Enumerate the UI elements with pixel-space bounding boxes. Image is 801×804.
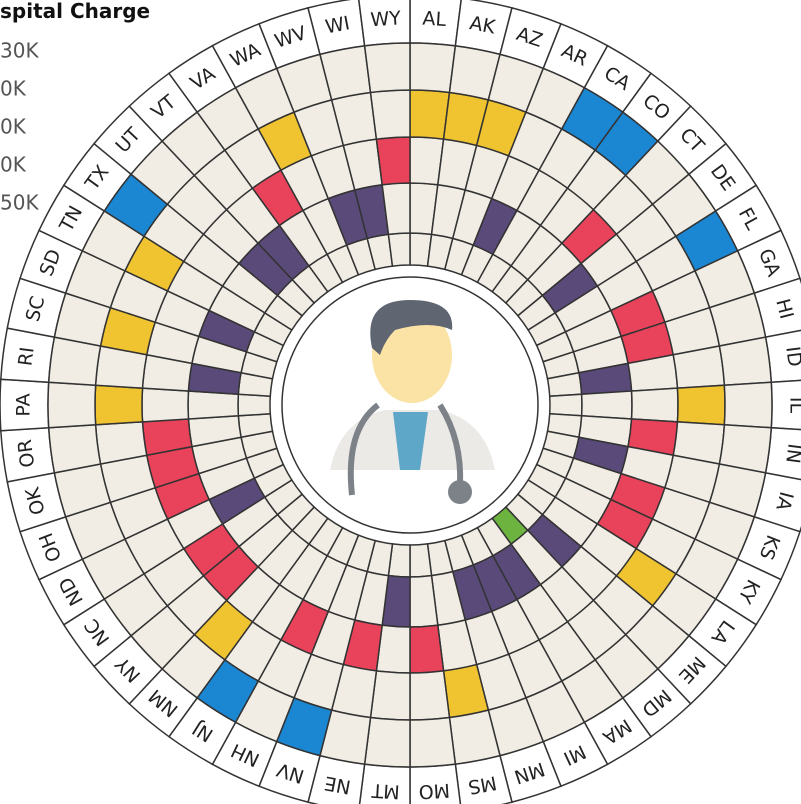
cell bbox=[410, 625, 444, 673]
empty-cell bbox=[365, 43, 410, 92]
state-label: WI bbox=[324, 12, 352, 38]
state-label: MT bbox=[371, 779, 401, 803]
empty-cell bbox=[719, 337, 771, 385]
stethoscope-head bbox=[448, 480, 472, 504]
legend-label: 50K bbox=[0, 191, 39, 215]
cell bbox=[376, 137, 410, 185]
empty-cell bbox=[49, 425, 101, 473]
state-label: IL bbox=[786, 397, 801, 414]
empty-cell bbox=[371, 671, 410, 720]
state-label: AL bbox=[422, 8, 447, 31]
state-label: IN bbox=[781, 442, 801, 464]
cell bbox=[677, 385, 725, 425]
chart-title: spital Charge bbox=[0, 0, 150, 23]
empty-cell bbox=[142, 388, 188, 422]
empty-cell bbox=[582, 391, 632, 419]
empty-cell bbox=[410, 544, 432, 577]
chart: ALAKAZARCACOCTDEFLGAHIIDILINIAKSKYLAMEMD… bbox=[0, 0, 801, 804]
empty-cell bbox=[238, 394, 270, 416]
state-label: WY bbox=[370, 7, 402, 31]
empty-cell bbox=[188, 391, 238, 419]
state-label: PA bbox=[13, 393, 35, 416]
empty-cell bbox=[371, 90, 410, 139]
legend-label: 30K bbox=[0, 39, 39, 63]
empty-cell bbox=[48, 382, 96, 427]
empty-cell bbox=[410, 671, 449, 720]
legend-label: 0K bbox=[0, 153, 27, 177]
legend-label: 0K bbox=[0, 77, 27, 101]
empty-cell bbox=[388, 233, 410, 266]
empty-cell bbox=[365, 718, 410, 767]
empty-cell bbox=[632, 388, 678, 422]
legend: 30K 0K 0K 0K 50K bbox=[0, 39, 39, 215]
cell bbox=[95, 385, 143, 425]
state-label: MO bbox=[418, 779, 451, 803]
state-label: RI bbox=[14, 346, 38, 367]
doctor-icon bbox=[282, 277, 538, 533]
state-label: ID bbox=[781, 345, 801, 368]
empty-cell bbox=[724, 382, 772, 427]
empty-cell bbox=[410, 718, 455, 767]
legend-label: 0K bbox=[0, 115, 27, 139]
empty-cell bbox=[550, 394, 582, 416]
state-label: OR bbox=[14, 438, 39, 469]
cell bbox=[410, 90, 449, 139]
empty-cell bbox=[410, 43, 455, 92]
